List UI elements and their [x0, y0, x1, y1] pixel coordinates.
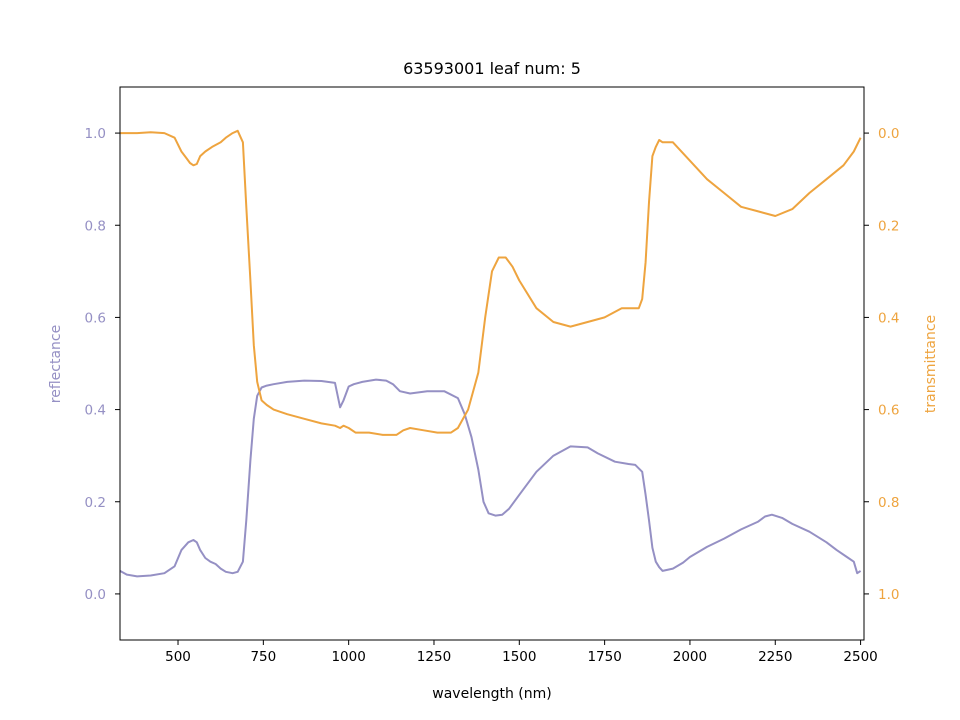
x-tick-label: 500	[165, 649, 191, 665]
x-tick-label: 1250	[417, 649, 451, 665]
series-layer	[119, 129, 862, 578]
x-axis-label: wavelength (nm)	[432, 686, 551, 702]
x-tick-label: 1000	[331, 649, 365, 665]
x-tick-label: 2000	[673, 649, 707, 665]
x-tick-label: 2250	[758, 649, 792, 665]
y-axis-left-label: reflectance	[48, 325, 64, 403]
x-tick-label: 750	[250, 649, 276, 665]
y-axis-left: 0.0 0.2 0.4 0.6 0.8 1.0	[85, 126, 120, 603]
plot-frame	[119, 86, 865, 641]
y-right-tick-label: 0.0	[878, 126, 899, 142]
chart-title: 63593001 leaf num: 5	[403, 59, 581, 78]
y-left-tick-label: 1.0	[85, 126, 106, 142]
x-tick-label: 1500	[502, 649, 536, 665]
y-left-tick-label: 0.6	[85, 310, 106, 326]
y-left-tick-label: 0.2	[85, 495, 106, 511]
y-right-tick-label: 1.0	[878, 587, 899, 603]
y-axis-right: 0.0 0.2 0.4 0.6 0.8 1.0	[864, 126, 899, 603]
y-right-tick-label: 0.4	[878, 310, 899, 326]
x-tick-label: 2500	[843, 649, 877, 665]
y-left-tick-label: 0.4	[85, 403, 106, 419]
x-tick-label: 1750	[587, 649, 621, 665]
y-right-tick-label: 0.8	[878, 495, 899, 511]
x-axis: 500 750 1000 1250 1500 1750 2000 2250 2500	[165, 640, 878, 665]
y-axis-right-label: transmittance	[923, 315, 939, 413]
y-left-tick-label: 0.8	[85, 218, 106, 234]
transmittance-line	[120, 129, 862, 436]
reflectance-line	[119, 378, 862, 578]
y-left-tick-label: 0.0	[85, 587, 106, 603]
y-right-tick-label: 0.2	[878, 218, 899, 234]
y-right-tick-label: 0.6	[878, 403, 899, 419]
